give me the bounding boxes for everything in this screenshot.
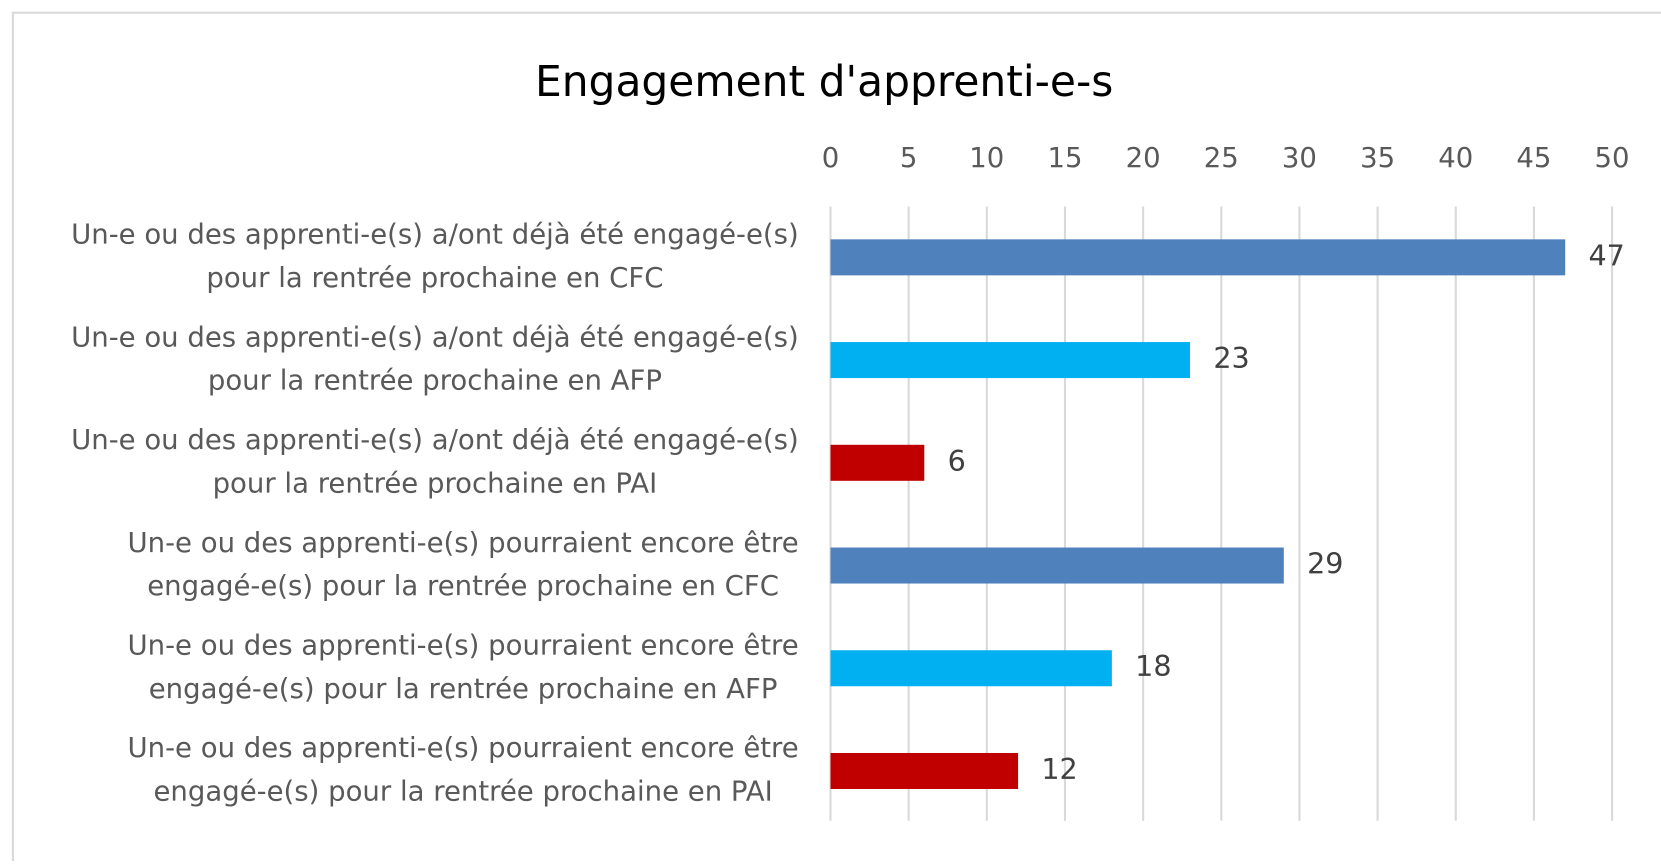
bar	[830, 342, 1191, 379]
bar	[830, 547, 1284, 584]
x-tick-label: 0	[822, 142, 840, 174]
bar	[830, 752, 1019, 789]
category-label-box: Un-e ou des apprenti-e(s) pourraient enc…	[21, 617, 798, 719]
y-tick-label: Un-e ou des apprenti-e(s) pourraient enc…	[127, 527, 799, 603]
chart-frame	[11, 11, 1661, 865]
bar	[830, 239, 1566, 276]
chart-title: Engagement d'apprenti-e-s	[535, 57, 1113, 106]
y-tick-label: Un-e ou des apprenti-e(s) pourraient enc…	[127, 732, 799, 809]
y-tick-label: Un-e ou des apprenti-e(s) a/ont déjà été…	[71, 424, 799, 500]
category-label-box: Un-e ou des apprenti-e(s) a/ont déjà été…	[21, 412, 799, 514]
category-label-box: Un-e ou des apprenti-e(s) a/ont déjà été…	[21, 207, 799, 309]
category-label-wrap: Un-e ou des apprenti-e(s) pourraient enc…	[21, 617, 798, 719]
x-tick-label: 10	[969, 142, 1004, 174]
data-label: 6	[948, 444, 966, 478]
y-tick-label: Un-e ou des apprenti-e(s) a/ont déjà été…	[71, 219, 799, 295]
category-label-box: Un-e ou des apprenti-e(s) pourraient enc…	[21, 720, 798, 822]
data-label: 29	[1307, 547, 1343, 581]
x-tick-label: 15	[1047, 142, 1082, 174]
category-label-wrap: Un-e ou des apprenti-e(s) pourraient enc…	[21, 720, 798, 822]
x-tick-label: 35	[1360, 142, 1395, 174]
x-tick-label: 30	[1282, 142, 1317, 174]
x-tick-label: 25	[1204, 142, 1239, 174]
category-label-wrap: Un-e ou des apprenti-e(s) pourraient enc…	[21, 515, 798, 617]
x-tick-label: 5	[900, 142, 918, 174]
category-label-box: Un-e ou des apprenti-e(s) pourraient enc…	[21, 515, 798, 617]
data-label: 47	[1588, 238, 1624, 272]
bar	[830, 444, 925, 481]
x-tick-label: 20	[1126, 142, 1161, 174]
x-tick-label: 40	[1438, 142, 1473, 174]
category-label-box: Un-e ou des apprenti-e(s) a/ont déjà été…	[21, 309, 799, 411]
category-label-wrap: Un-e ou des apprenti-e(s) a/ont déjà été…	[21, 207, 799, 309]
bar	[830, 650, 1112, 687]
data-label: 18	[1135, 649, 1171, 683]
data-label: 23	[1213, 341, 1249, 375]
y-tick-label: Un-e ou des apprenti-e(s) pourraient enc…	[127, 630, 799, 706]
x-tick-label: 50	[1595, 142, 1630, 174]
y-tick-label: Un-e ou des apprenti-e(s) a/ont déjà été…	[71, 321, 799, 398]
category-label-wrap: Un-e ou des apprenti-e(s) a/ont déjà été…	[21, 412, 799, 514]
x-tick-label: 45	[1516, 142, 1551, 174]
category-label-wrap: Un-e ou des apprenti-e(s) a/ont déjà été…	[21, 309, 799, 411]
data-label: 12	[1041, 752, 1077, 786]
